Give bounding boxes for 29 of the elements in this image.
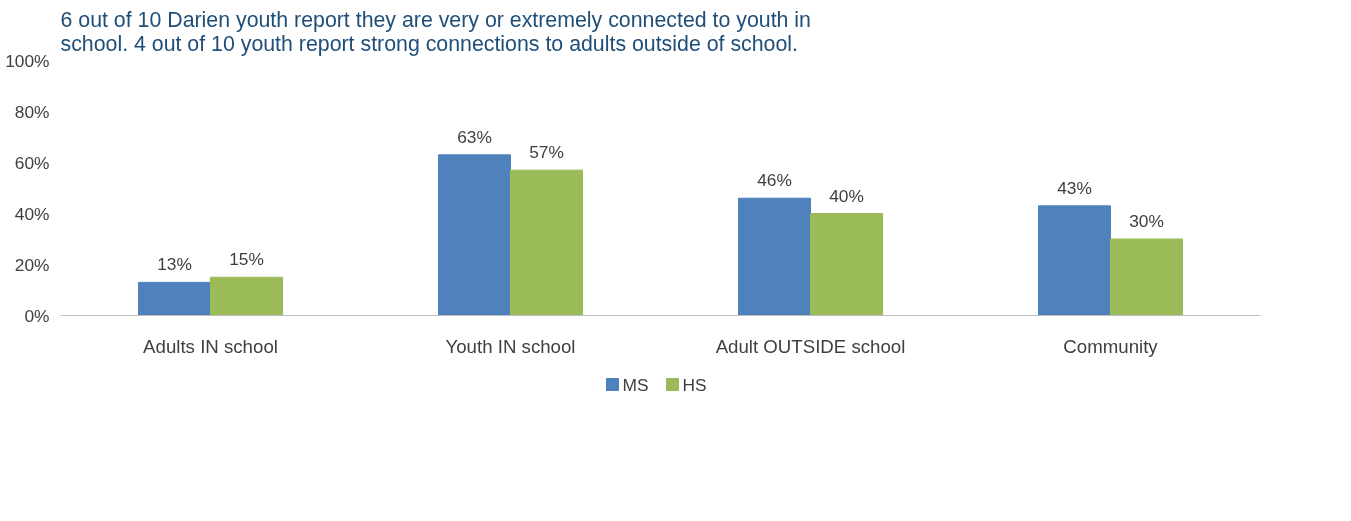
x-tick-label: Adults IN school [143, 335, 278, 357]
data-label: 40% [829, 185, 864, 206]
y-tick-label: 60% [14, 152, 50, 173]
data-label: 46% [757, 170, 792, 191]
y-tick-label: 0% [24, 305, 50, 326]
bar [138, 281, 211, 316]
data-label: 15% [229, 249, 264, 270]
data-label: 13% [157, 254, 192, 275]
bar [1038, 205, 1111, 316]
y-tick-label: 40% [14, 203, 50, 224]
chart-title: 6 out of 10 Darien youth report they are very or extremely connected to youth in school. 4 out of 10 youth report strong connections to adults outside of school. [60, 7, 811, 56]
data-label: 30% [1129, 211, 1164, 231]
data-label: 63% [457, 126, 492, 147]
x-tick-label: Youth IN school [445, 335, 576, 357]
bar [210, 276, 283, 316]
y-tick-label: 100% [5, 50, 50, 71]
bar [438, 154, 511, 316]
x-tick-label: Community [1063, 335, 1159, 357]
data-label: 43% [1057, 177, 1092, 198]
legend-label: HS [682, 374, 707, 395]
bar [810, 213, 883, 316]
y-tick-label: 20% [14, 254, 50, 275]
data-label: 57% [529, 142, 564, 163]
bar [1110, 238, 1183, 316]
legend-label: MS [622, 374, 649, 395]
y-tick-label: 80% [14, 101, 50, 122]
x-tick-label: Adult OUTSIDE school [715, 335, 906, 357]
bar [738, 197, 811, 316]
bar [510, 169, 583, 316]
